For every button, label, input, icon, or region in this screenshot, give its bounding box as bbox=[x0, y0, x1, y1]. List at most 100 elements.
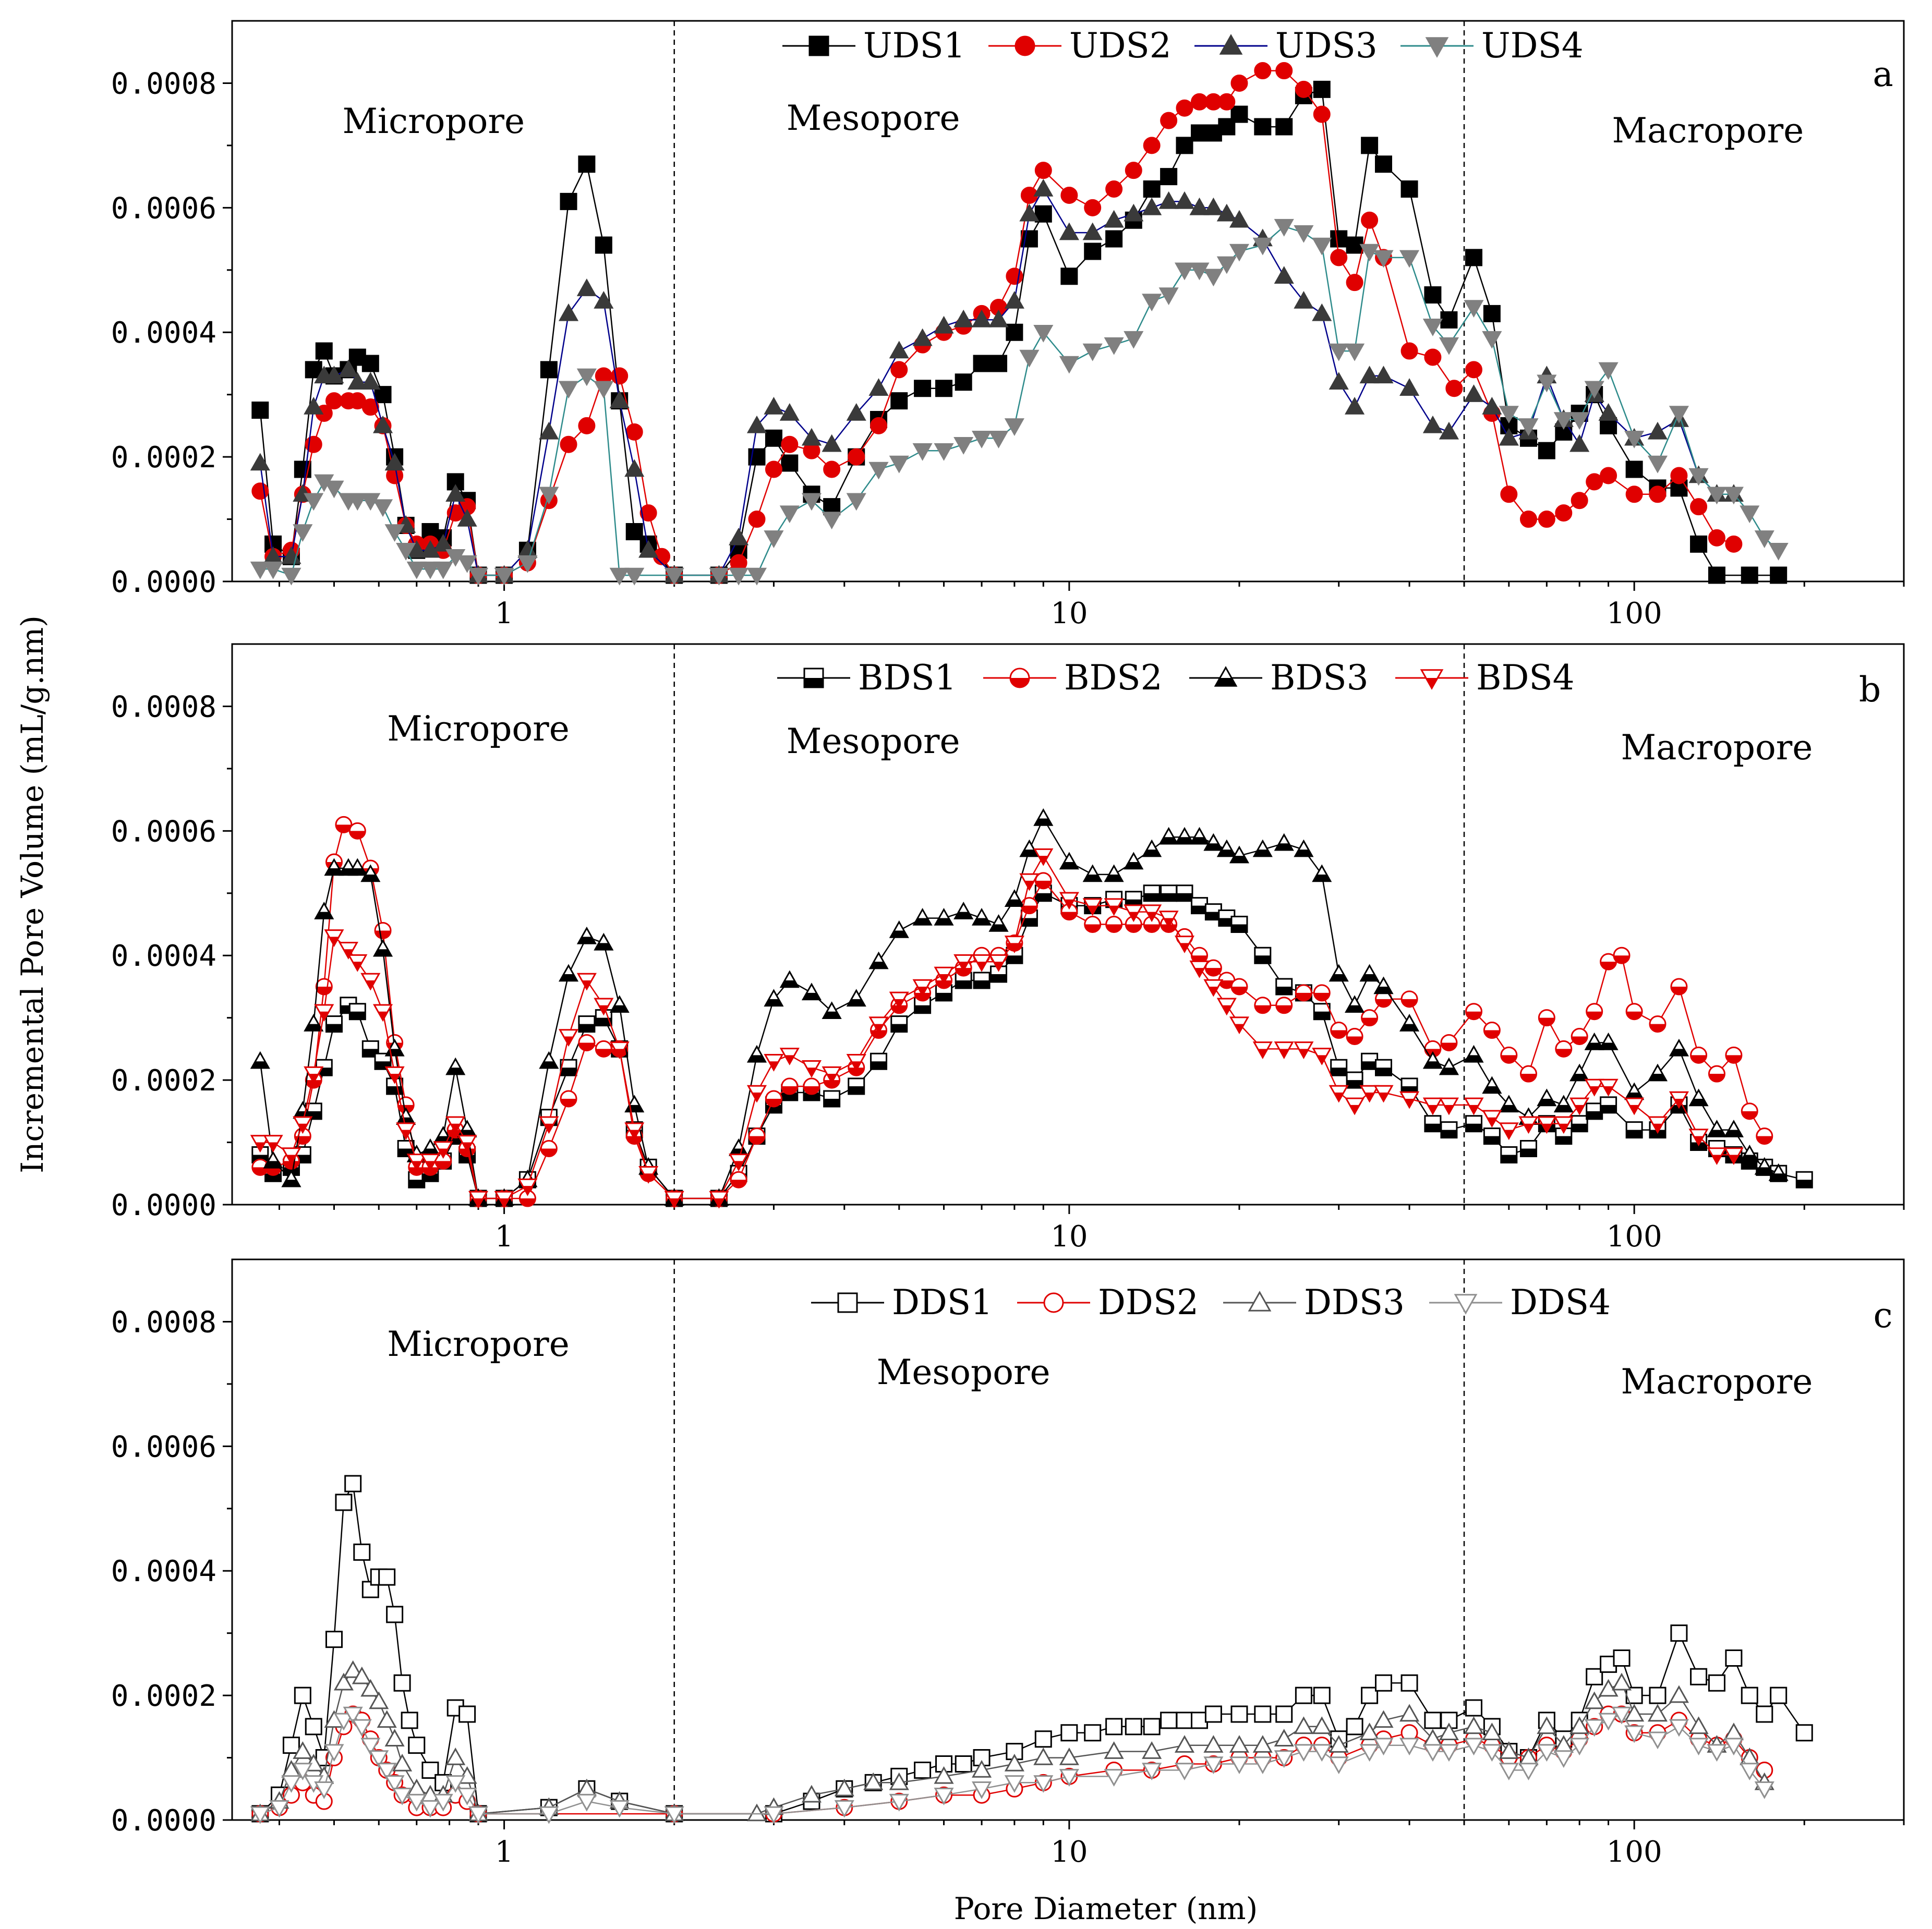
data-point-fill bbox=[563, 1036, 574, 1045]
data-point bbox=[1464, 1738, 1484, 1756]
data-point bbox=[1611, 1706, 1632, 1725]
data-point bbox=[934, 1787, 954, 1805]
data-point bbox=[445, 484, 466, 502]
data-point bbox=[1104, 210, 1124, 228]
data-point-fill bbox=[1649, 1024, 1665, 1032]
data-point bbox=[393, 1674, 411, 1692]
data-point bbox=[1345, 343, 1365, 361]
data-point-fill bbox=[544, 1123, 554, 1133]
data-point-fill bbox=[766, 1098, 782, 1107]
data-point bbox=[517, 555, 538, 573]
legend-marker bbox=[837, 1292, 858, 1313]
data-point-fill bbox=[1690, 1055, 1707, 1063]
data-point bbox=[251, 402, 269, 419]
data-point-fill bbox=[870, 962, 888, 968]
x-tick-label: 1 bbox=[495, 1220, 514, 1254]
data-point bbox=[1439, 337, 1459, 355]
data-point bbox=[1598, 362, 1619, 380]
data-point-fill bbox=[1555, 1049, 1572, 1057]
data-point-fill bbox=[1466, 1011, 1482, 1020]
data-point bbox=[846, 493, 866, 511]
data-point bbox=[1482, 331, 1502, 349]
y-tick-label: 0.0002 bbox=[111, 1064, 216, 1098]
data-point bbox=[540, 361, 558, 379]
data-point bbox=[1464, 300, 1484, 318]
data-point bbox=[1445, 380, 1463, 397]
data-point-fill bbox=[1572, 1036, 1588, 1045]
data-point bbox=[1598, 403, 1619, 421]
data-point bbox=[971, 1781, 992, 1799]
data-point-fill bbox=[1674, 1098, 1684, 1108]
data-point bbox=[746, 415, 767, 433]
data-point bbox=[1499, 406, 1519, 424]
data-point-fill bbox=[1222, 1005, 1232, 1014]
data-point-fill bbox=[914, 1005, 931, 1013]
data-point-fill bbox=[1725, 1055, 1742, 1063]
data-point-fill bbox=[1105, 874, 1123, 881]
data-point bbox=[1294, 1744, 1314, 1762]
y-tick-label: 0.0008 bbox=[111, 690, 216, 724]
legend-label: UDS1 bbox=[863, 26, 965, 66]
data-point bbox=[445, 1775, 466, 1793]
data-point bbox=[401, 1712, 418, 1729]
data-point bbox=[1104, 337, 1124, 355]
x-tick-label: 1 bbox=[495, 1835, 514, 1869]
x-tick-label: 1 bbox=[495, 597, 514, 630]
data-point bbox=[971, 309, 992, 327]
data-point bbox=[801, 1785, 822, 1803]
data-point bbox=[408, 1737, 426, 1754]
data-point-fill bbox=[1361, 974, 1379, 981]
data-point bbox=[560, 192, 577, 210]
data-point-fill bbox=[1742, 1161, 1758, 1169]
legend-marker-fill bbox=[804, 678, 823, 687]
data-point bbox=[890, 361, 908, 379]
data-point-fill bbox=[268, 1142, 278, 1151]
data-point bbox=[1647, 1731, 1668, 1750]
data-point bbox=[729, 527, 749, 545]
data-point bbox=[281, 567, 301, 586]
data-point bbox=[1104, 1741, 1124, 1759]
data-point bbox=[1125, 162, 1142, 179]
series-line bbox=[259, 817, 1779, 1199]
data-point bbox=[1538, 442, 1555, 459]
region-label: Macropore bbox=[1612, 111, 1804, 151]
data-point-fill bbox=[611, 1005, 629, 1012]
data-point bbox=[953, 436, 974, 455]
data-point bbox=[935, 1755, 953, 1773]
data-point bbox=[281, 1775, 301, 1793]
series-BDS2 bbox=[251, 816, 1773, 1207]
data-point-fill bbox=[769, 1061, 779, 1070]
data-point-fill bbox=[1176, 893, 1192, 901]
data-point bbox=[846, 403, 866, 421]
legend-item: BDS2 bbox=[983, 658, 1163, 698]
data-point-fill bbox=[1144, 924, 1160, 932]
legend-label: DDS3 bbox=[1304, 1282, 1405, 1323]
data-point bbox=[1203, 197, 1224, 215]
data-point bbox=[1294, 225, 1314, 243]
data-point bbox=[294, 1687, 311, 1704]
data-point bbox=[1625, 1687, 1643, 1704]
legend-label: BDS1 bbox=[858, 658, 957, 698]
data-point-fill bbox=[1574, 1105, 1585, 1114]
data-point-fill bbox=[499, 1198, 509, 1207]
series-DDS3 bbox=[250, 1660, 1774, 1822]
series-UDS3 bbox=[250, 178, 1744, 583]
y-tick-label: 0.0002 bbox=[111, 441, 216, 475]
data-point bbox=[1482, 1744, 1502, 1762]
y-tick-label: 0.0000 bbox=[111, 565, 216, 599]
data-point-fill bbox=[917, 986, 927, 996]
data-point-fill bbox=[1708, 1130, 1725, 1137]
data-point-fill bbox=[1603, 1086, 1613, 1095]
data-point-fill bbox=[806, 1067, 817, 1076]
data-point-fill bbox=[1254, 1005, 1271, 1013]
data-point bbox=[638, 540, 659, 558]
data-point-fill bbox=[294, 1111, 311, 1118]
data-point-fill bbox=[462, 1142, 472, 1151]
data-point bbox=[1218, 118, 1236, 136]
panel-letter: b bbox=[1859, 670, 1881, 710]
data-point bbox=[1375, 1674, 1392, 1692]
data-point-fill bbox=[781, 1093, 798, 1100]
data-point-fill bbox=[1539, 1017, 1555, 1026]
data-point bbox=[324, 480, 344, 499]
data-point bbox=[1518, 418, 1539, 436]
